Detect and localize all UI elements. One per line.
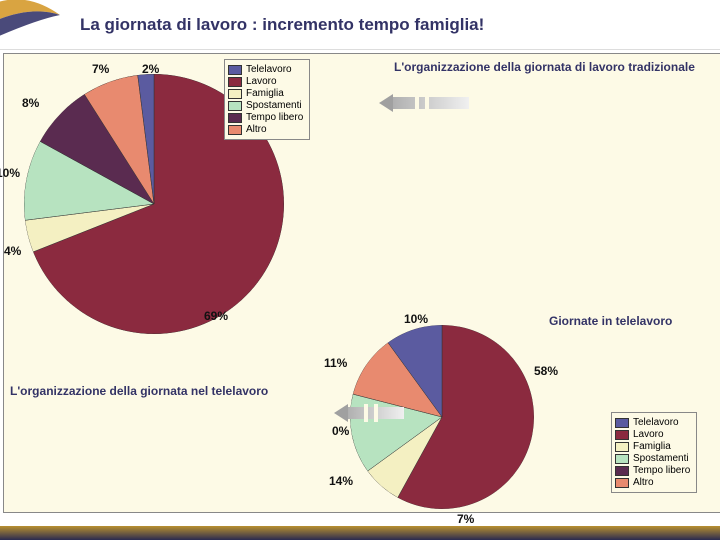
pie-data-label: 58% <box>534 364 558 378</box>
legend-swatch <box>615 442 629 452</box>
legend-swatch <box>615 466 629 476</box>
pie-data-label: 7% <box>457 512 474 526</box>
legend-swatch <box>615 478 629 488</box>
pie-data-label: 2% <box>142 62 159 76</box>
legend-row: Famiglia <box>228 88 303 99</box>
legend-row: Altro <box>615 477 690 488</box>
pie-data-label: 14% <box>329 474 353 488</box>
legend-telelavoro: TelelavoroLavoroFamigliaSpostamentiTempo… <box>611 412 697 493</box>
legend-swatch <box>228 101 242 111</box>
legend-row: Lavoro <box>615 429 690 440</box>
legend-swatch <box>228 77 242 87</box>
legend-swatch <box>228 113 242 123</box>
pie-data-label: 8% <box>22 96 39 110</box>
legend-label: Famiglia <box>246 88 284 99</box>
legend-swatch <box>615 430 629 440</box>
page-title: La giornata di lavoro : incremento tempo… <box>80 15 484 35</box>
legend-label: Tempo libero <box>246 112 303 123</box>
legend-label: Tempo libero <box>633 465 690 476</box>
legend-label: Altro <box>633 477 654 488</box>
footer-band <box>0 526 720 540</box>
arrow-telelavoro <box>334 404 404 422</box>
legend-row: Lavoro <box>228 76 303 87</box>
legend-row: Telelavoro <box>615 417 690 428</box>
legend-row: Altro <box>228 124 303 135</box>
caption-tradizionale: L'organizzazione della giornata di lavor… <box>394 60 704 76</box>
legend-row: Telelavoro <box>228 64 303 75</box>
legend-label: Telelavoro <box>633 417 679 428</box>
legend-label: Lavoro <box>633 429 664 440</box>
chart-panel: 69%4%10%8%7%2% TelelavoroLavoroFamigliaS… <box>3 53 720 513</box>
legend-row: Spostamenti <box>615 453 690 464</box>
logo-swoosh <box>0 0 70 45</box>
pie-data-label: 7% <box>92 62 109 76</box>
legend-swatch <box>228 65 242 75</box>
legend-label: Altro <box>246 124 267 135</box>
pie-data-label: 11% <box>324 356 347 370</box>
legend-swatch <box>615 418 629 428</box>
legend-row: Tempo libero <box>615 465 690 476</box>
pie-data-label: 10% <box>404 312 428 326</box>
pie-data-label: 69% <box>204 309 228 323</box>
caption-telelavoro-bottom: L'organizzazione della giornata nel tele… <box>10 384 268 400</box>
pie-data-label: 10% <box>0 166 20 180</box>
legend-label: Spostamenti <box>246 100 302 111</box>
legend-row: Tempo libero <box>228 112 303 123</box>
legend-row: Famiglia <box>615 441 690 452</box>
pie-data-label: 4% <box>4 244 21 258</box>
arrow-tradizionale <box>379 94 469 112</box>
legend-label: Lavoro <box>246 76 277 87</box>
legend-label: Telelavoro <box>246 64 292 75</box>
caption-telelavoro: Giornate in telelavoro <box>549 314 719 330</box>
legend-swatch <box>228 89 242 99</box>
header: La giornata di lavoro : incremento tempo… <box>0 0 720 50</box>
legend-tradizionale: TelelavoroLavoroFamigliaSpostamentiTempo… <box>224 59 310 140</box>
pie-data-label: 0% <box>332 424 349 438</box>
legend-row: Spostamenti <box>228 100 303 111</box>
legend-label: Spostamenti <box>633 453 689 464</box>
legend-label: Famiglia <box>633 441 671 452</box>
legend-swatch <box>615 454 629 464</box>
legend-swatch <box>228 125 242 135</box>
